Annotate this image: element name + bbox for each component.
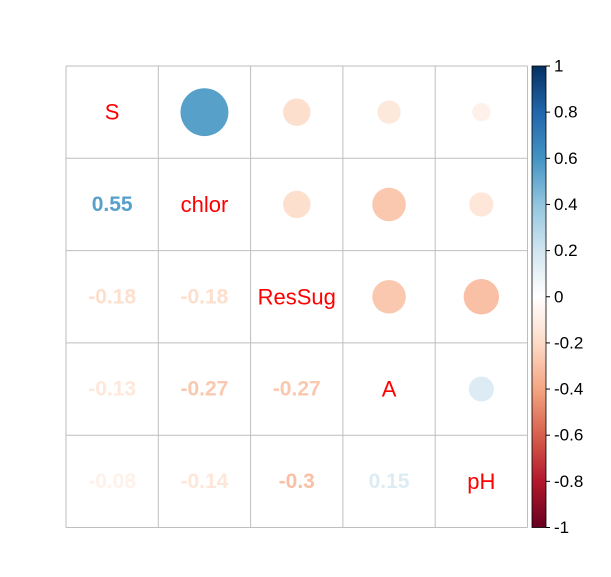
corr-circle-ressug-ph (463, 279, 500, 315)
colorbar-tick-label: 0.2 (554, 241, 578, 260)
coef-label-a-chlor: -0.27 (181, 378, 229, 401)
colorbar-tick-label: -0.6 (554, 426, 583, 445)
coef-label-ph-a: 0.15 (369, 470, 410, 493)
corr-circle-s-ph (472, 103, 491, 122)
colorbar-tick-label: -0.2 (554, 333, 583, 352)
diagonal-label-ph: pH (467, 469, 495, 494)
colorbar-tick-label: 0.4 (554, 195, 578, 214)
corr-circle-a-ph (468, 376, 494, 402)
diagonal-label-a: A (382, 377, 397, 402)
color-legend: 1 0.8 0.6 0.4 0.2 0 -0.2 -0.4 -0.6 -0.8 -1 (531, 57, 583, 537)
coef-label-ressug-chlor: -0.18 (181, 285, 229, 308)
colorbar-tick-label: -0.8 (554, 472, 583, 491)
colorbar-tick-label: -1 (554, 518, 569, 537)
coef-label-a-ressug: -0.27 (273, 378, 321, 401)
colorbar-tick-label: 1 (554, 57, 563, 76)
colorbar-tick-label: 0.6 (554, 149, 578, 168)
colorbar-tick-label: 0.8 (554, 103, 578, 122)
corr-circle-chlor-ph (469, 192, 494, 217)
coef-label-ph-chlor: -0.14 (181, 470, 229, 493)
colorbar (531, 65, 547, 528)
coef-label-chlor-s: 0.55 (92, 193, 133, 216)
coef-label-ressug-s: -0.18 (88, 285, 136, 308)
coef-label-ph-s: -0.08 (88, 470, 136, 493)
corr-circle-ressug-a (372, 279, 406, 314)
corr-circle-s-a (377, 100, 401, 124)
corr-circle-s-chlor (180, 88, 229, 137)
corr-circle-s-ressug (283, 98, 311, 126)
diagonal-label-ressug: ResSug (258, 284, 336, 309)
diagonal-label-s: S (105, 100, 120, 125)
upper-circles (180, 88, 500, 402)
colorbar-tick-label: -0.4 (554, 380, 583, 399)
diagonal-label-chlor: chlor (181, 192, 229, 217)
coef-label-a-s: -0.13 (88, 378, 136, 401)
corr-circle-chlor-a (372, 187, 406, 222)
cell-labels: S 0.55 chlor -0.18 -0.18 ResSug -0.13 -0.27 -0.2… (88, 100, 495, 494)
grid (65, 65, 528, 528)
colorbar-tick-label: 0 (554, 287, 563, 306)
corr-circle-chlor-ressug (283, 190, 311, 219)
coef-label-ph-ressug: -0.3 (279, 470, 315, 493)
